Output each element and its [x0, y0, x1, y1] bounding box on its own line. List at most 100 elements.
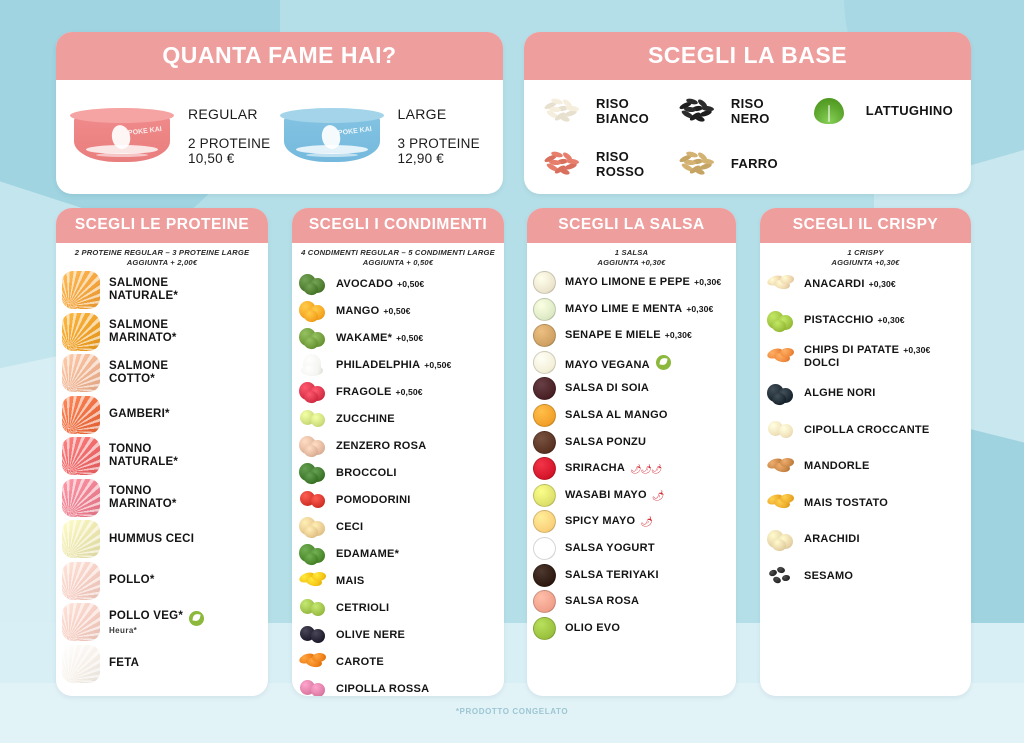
- list-item[interactable]: CHIPS DI PATATE DOLCI +0,30€: [765, 344, 965, 370]
- list-item[interactable]: ANACARDI +0,30€: [765, 271, 965, 297]
- bowl-pink-icon: POKE KAI: [70, 108, 174, 164]
- list-item[interactable]: CAROTE: [297, 649, 498, 675]
- list-item[interactable]: OLIVE NERE: [298, 622, 498, 648]
- crispy-onion-icon: [766, 417, 796, 443]
- list-item[interactable]: EDAMAME*: [298, 541, 498, 567]
- list-item[interactable]: SALSA ROSA: [533, 590, 730, 614]
- size-option-proteins: 2 PROTEINE: [188, 136, 271, 151]
- list-item-text: WASABI MAYO 🌶: [565, 489, 664, 502]
- list-item[interactable]: MAIS: [297, 568, 498, 594]
- list-item-label: MANDORLE: [804, 460, 870, 472]
- list-item[interactable]: PHILADELPHIA +0,50€: [298, 352, 498, 378]
- size-option-large[interactable]: POKE KAI LARGE 3 PROTEINE 12,90 €: [279, 106, 490, 166]
- base-item-riso-nero[interactable]: RISO NERO: [677, 96, 812, 126]
- list-item[interactable]: MAYO VEGANA: [533, 350, 730, 374]
- list-item[interactable]: ARACHIDI: [766, 527, 965, 553]
- list-item-price: +0,30€: [694, 277, 722, 287]
- list-item[interactable]: POLLO VEG* Heura*: [62, 603, 262, 641]
- list-item-label: SESAMO: [804, 569, 854, 582]
- cucumber-icon: [298, 595, 328, 621]
- list-item[interactable]: TONNO MARINATO*: [62, 478, 262, 517]
- list-item[interactable]: MAYO LIME E MENTA +0,30€: [533, 297, 730, 321]
- list-item[interactable]: SALSA PONZU: [533, 430, 730, 454]
- list-item[interactable]: SALMONE COTTO*: [62, 354, 262, 392]
- base-item-lattughino[interactable]: LATTUGHINO: [812, 97, 953, 125]
- size-panel-title: QUANTA FAME HAI?: [56, 32, 503, 80]
- list-item[interactable]: ZUCCHINE: [298, 406, 498, 432]
- list-item[interactable]: SENAPE E MIELE +0,30€: [533, 324, 730, 348]
- salsa-panel-title: SCEGLI LA SALSA: [527, 208, 736, 243]
- list-item[interactable]: FRAGOLE +0,50€: [298, 379, 498, 405]
- shrimp-icon: [62, 395, 100, 434]
- chili-pepper-icon: 🌶: [651, 490, 665, 502]
- list-item-label: PHILADELPHIA: [336, 358, 421, 371]
- list-item-text: SALSA TERIYAKI: [565, 569, 659, 582]
- pink-ginger-icon: [298, 433, 328, 459]
- list-item[interactable]: MANGO +0,50€: [298, 298, 498, 324]
- list-item[interactable]: CETRIOLI: [298, 595, 498, 621]
- red-rice-icon: [542, 150, 580, 178]
- list-item-text: SPICY MAYO 🌶: [565, 515, 653, 528]
- list-item[interactable]: CIPOLLA ROSSA: [298, 676, 498, 696]
- list-item-label: SALSA AL MANGO: [565, 408, 668, 421]
- list-item[interactable]: MAYO LIMONE E PEPE +0,30€: [533, 271, 730, 294]
- cream-cheese-icon: [298, 352, 328, 378]
- list-item[interactable]: GAMBERI*: [62, 395, 262, 434]
- list-item[interactable]: SALSA YOGURT: [533, 536, 730, 560]
- salmon-marinated-icon: [62, 312, 100, 351]
- base-item-riso-bianco[interactable]: RISO BIANCO: [542, 96, 677, 126]
- list-item[interactable]: TONNO NATURALE*: [62, 437, 262, 475]
- list-item[interactable]: POLLO*: [62, 561, 262, 600]
- list-item-text: CAROTE: [336, 656, 384, 669]
- list-item-label: CETRIOLI: [336, 601, 390, 614]
- list-item[interactable]: OLIO EVO: [533, 616, 730, 640]
- size-option-price: 10,50 €: [188, 151, 235, 166]
- list-item-label: ANACARDI: [804, 277, 865, 290]
- size-panel: QUANTA FAME HAI? POKE KAI REGULAR 2 PROTEI…: [56, 32, 503, 194]
- list-item-text: ZENZERO ROSA: [336, 440, 426, 453]
- list-item[interactable]: SALMONE NATURALE*: [62, 271, 262, 309]
- list-item[interactable]: WASABI MAYO 🌶: [533, 483, 730, 507]
- base-item-label: RISO BIANCO: [596, 95, 650, 126]
- list-item[interactable]: CIPOLLA CROCCANTE: [766, 417, 965, 443]
- base-item-farro[interactable]: FARRO: [677, 150, 812, 178]
- list-item-label: PISTACCHIO: [804, 314, 874, 326]
- list-item[interactable]: SESAMO: [766, 563, 965, 589]
- list-item[interactable]: SALSA TERIYAKI: [533, 563, 730, 587]
- list-item[interactable]: ALGHE NORI: [766, 381, 965, 407]
- list-item[interactable]: POMODORINI: [298, 487, 498, 513]
- list-item-text: ANACARDI +0,30€: [804, 278, 896, 291]
- list-item[interactable]: BROCCOLI: [298, 460, 498, 486]
- list-item-text: MAYO LIME E MENTA +0,30€: [565, 303, 713, 316]
- list-item-label: MAIS TOSTATO: [804, 496, 889, 509]
- list-item[interactable]: SALSA DI SOIA: [533, 377, 730, 401]
- list-item-text: BROCCOLI: [336, 467, 397, 480]
- condiments-panel: SCEGLI I CONDIMENTI 4 CONDIMENTI REGULAR…: [292, 208, 504, 696]
- list-item[interactable]: FETA: [62, 644, 262, 683]
- list-item[interactable]: SALSA AL MANGO: [533, 403, 730, 427]
- list-item[interactable]: SALMONE MARINATO*: [62, 312, 262, 351]
- toasted-corn-icon: [765, 490, 796, 516]
- list-item[interactable]: ZENZERO ROSA: [298, 433, 498, 459]
- size-option-name: REGULAR: [188, 106, 258, 122]
- list-item[interactable]: HUMMUS CECI: [62, 520, 262, 558]
- list-item[interactable]: WAKAME* +0,50€: [298, 325, 498, 351]
- crispy-panel-subtitle: 1 CRISPY AGGIUNTA +0,30€: [831, 248, 900, 267]
- list-item-label: AVOCADO: [336, 277, 394, 290]
- base-item-riso-rosso[interactable]: RISO ROSSO: [542, 149, 677, 179]
- list-item[interactable]: SRIRACHA 🌶🌶🌶: [533, 457, 730, 481]
- list-item[interactable]: AVOCADO +0,50€: [298, 271, 498, 297]
- list-item[interactable]: SPICY MAYO 🌶: [533, 510, 730, 534]
- list-item[interactable]: CECI: [298, 514, 498, 540]
- size-option-regular[interactable]: POKE KAI REGULAR 2 PROTEINE 10,50 €: [70, 106, 280, 166]
- condiments-panel-title: SCEGLI I CONDIMENTI: [292, 208, 504, 243]
- list-item-text: CETRIOLI: [336, 602, 389, 615]
- crispy-panel: SCEGLI IL CRISPY 1 CRISPY AGGIUNTA +0,30…: [760, 208, 971, 696]
- list-item[interactable]: PISTACCHIO +0,30€: [766, 308, 965, 334]
- salmon-cooked-icon: [62, 354, 100, 392]
- list-item-price: +0,30€: [664, 330, 692, 341]
- wakame-icon: [298, 325, 328, 351]
- list-item[interactable]: MAIS TOSTATO: [765, 490, 965, 516]
- size-option-price: 12,90 €: [397, 151, 444, 166]
- list-item[interactable]: MANDORLE: [765, 454, 965, 480]
